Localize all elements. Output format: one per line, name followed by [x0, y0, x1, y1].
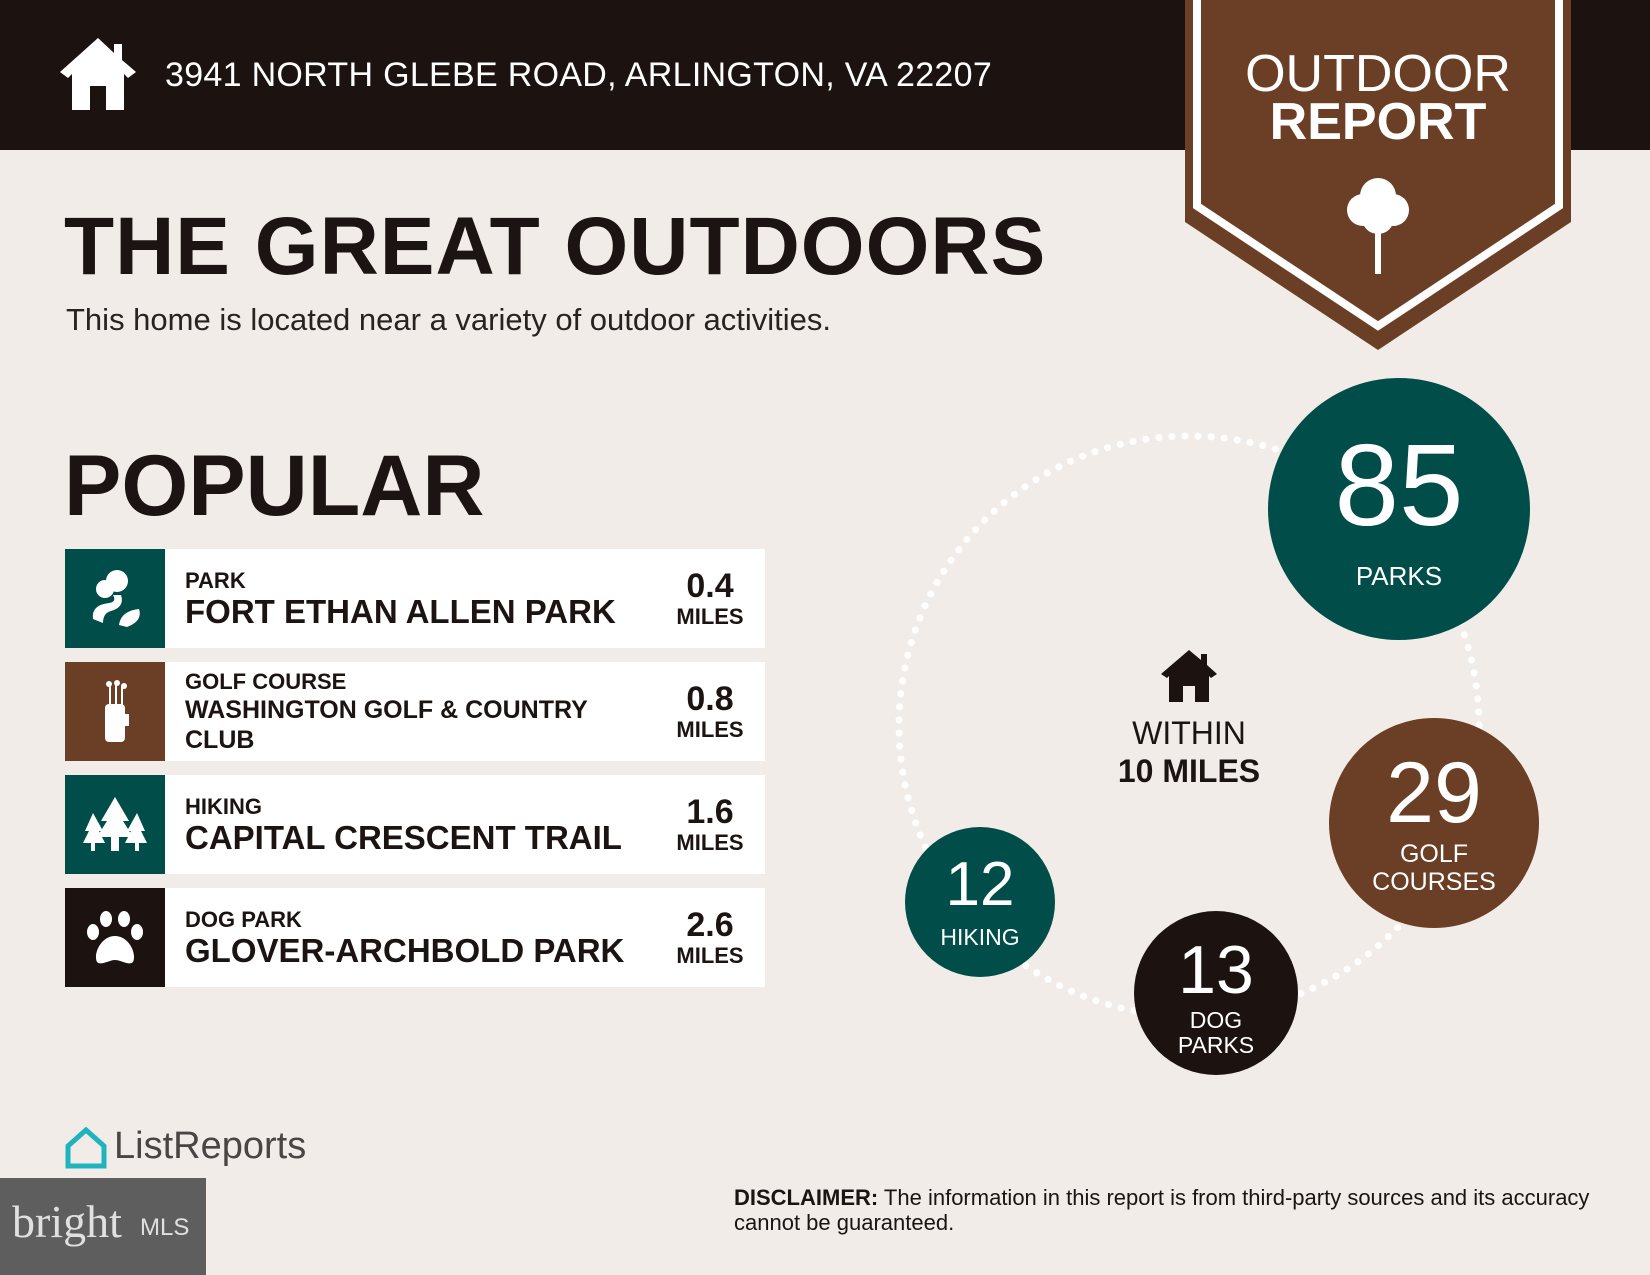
- badge-title: OUTDOOR REPORT: [1185, 45, 1571, 151]
- distance-unit: MILES: [676, 829, 744, 855]
- bright-logo: bright: [12, 1196, 122, 1247]
- count-label: PARKS: [1355, 560, 1443, 591]
- count-label: GOLF: [1399, 840, 1469, 868]
- distance-unit: MILES: [676, 716, 744, 742]
- distance: 2.6: [686, 905, 734, 944]
- count-label: DOG: [1189, 1007, 1243, 1033]
- count-label: PARKS: [1177, 1032, 1255, 1058]
- distance: 0.4: [686, 566, 734, 605]
- radius-label: WITHIN 10 MILES: [1089, 714, 1289, 790]
- bright-mls-watermark: bright MLS: [0, 1178, 206, 1275]
- hiking-count-circle: 12 HIKING: [905, 827, 1055, 977]
- place-name: GLOVER-ARCHBOLD PARK: [185, 931, 625, 969]
- count-value: 85: [1334, 419, 1464, 550]
- popular-row-park: PARK FORT ETHAN ALLEN PARK 0.4 MILES: [65, 549, 765, 648]
- outdoor-report-badge: [1185, 0, 1571, 350]
- distance: 0.8: [686, 679, 734, 718]
- place-name: FORT ETHAN ALLEN PARK: [185, 592, 616, 630]
- page-subtitle: This home is located near a variety of o…: [66, 302, 832, 337]
- badge-line2: REPORT: [1269, 93, 1487, 151]
- radius-line2: 10 MILES: [1117, 753, 1261, 789]
- distance: 1.6: [686, 792, 734, 831]
- distance-unit: MILES: [676, 603, 744, 629]
- popular-row-hiking: HIKING CAPITAL CRESCENT TRAIL 1.6 MILES: [65, 775, 765, 874]
- paw-icon: [65, 888, 165, 987]
- category: DOG PARK: [185, 906, 302, 932]
- category: PARK: [185, 567, 246, 593]
- golf-bag-icon: [65, 662, 165, 761]
- bright-logo-mls: MLS: [140, 1214, 190, 1241]
- distance-unit: MILES: [676, 942, 744, 968]
- popular-row-golf: GOLF COURSE WASHINGTON GOLF & COUNTRY CLU…: [65, 662, 765, 761]
- badge-line1: OUTDOOR: [1245, 45, 1511, 103]
- parks-count-circle: 85 PARKS: [1268, 378, 1530, 640]
- radius-line1: WITHIN: [1132, 715, 1246, 751]
- count-label: COURSES: [1372, 868, 1496, 896]
- page-title: THE GREAT OUTDOORS: [64, 201, 1047, 292]
- category: HIKING: [185, 793, 262, 819]
- count-label: HIKING: [940, 923, 1020, 950]
- golf-count-circle: 29 GOLF COURSES: [1329, 718, 1539, 928]
- tree-icon: [1347, 178, 1409, 274]
- disclaimer: DISCLAIMER: The information in this repo…: [734, 1185, 1604, 1235]
- listreports-logo-icon: [65, 1126, 107, 1169]
- category: GOLF COURSE: [185, 668, 347, 694]
- disclaimer-text: The information in this report is from t…: [734, 1185, 1590, 1235]
- house-icon: [60, 38, 136, 110]
- count-value: 13: [1178, 932, 1254, 1008]
- park-icon: [65, 549, 165, 648]
- disclaimer-label: DISCLAIMER:: [734, 1185, 879, 1210]
- pine-trees-icon: [65, 775, 165, 874]
- property-address: 3941 NORTH GLEBE ROAD, ARLINGTON, VA 222…: [165, 56, 993, 94]
- dog-parks-count-circle: 13 DOG PARKS: [1134, 911, 1298, 1075]
- popular-heading: POPULAR: [64, 438, 485, 534]
- place-name: WASHINGTON GOLF & COUNTRY CLUB: [185, 695, 588, 754]
- count-value: 29: [1386, 745, 1482, 841]
- listreports-brand: ListReports: [114, 1125, 307, 1167]
- count-value: 12: [945, 849, 1015, 919]
- house-icon: [1161, 650, 1217, 702]
- place-name: CAPITAL CRESCENT TRAIL: [185, 818, 622, 856]
- popular-row-dog-park: DOG PARK GLOVER-ARCHBOLD PARK 2.6 MILES: [65, 888, 765, 987]
